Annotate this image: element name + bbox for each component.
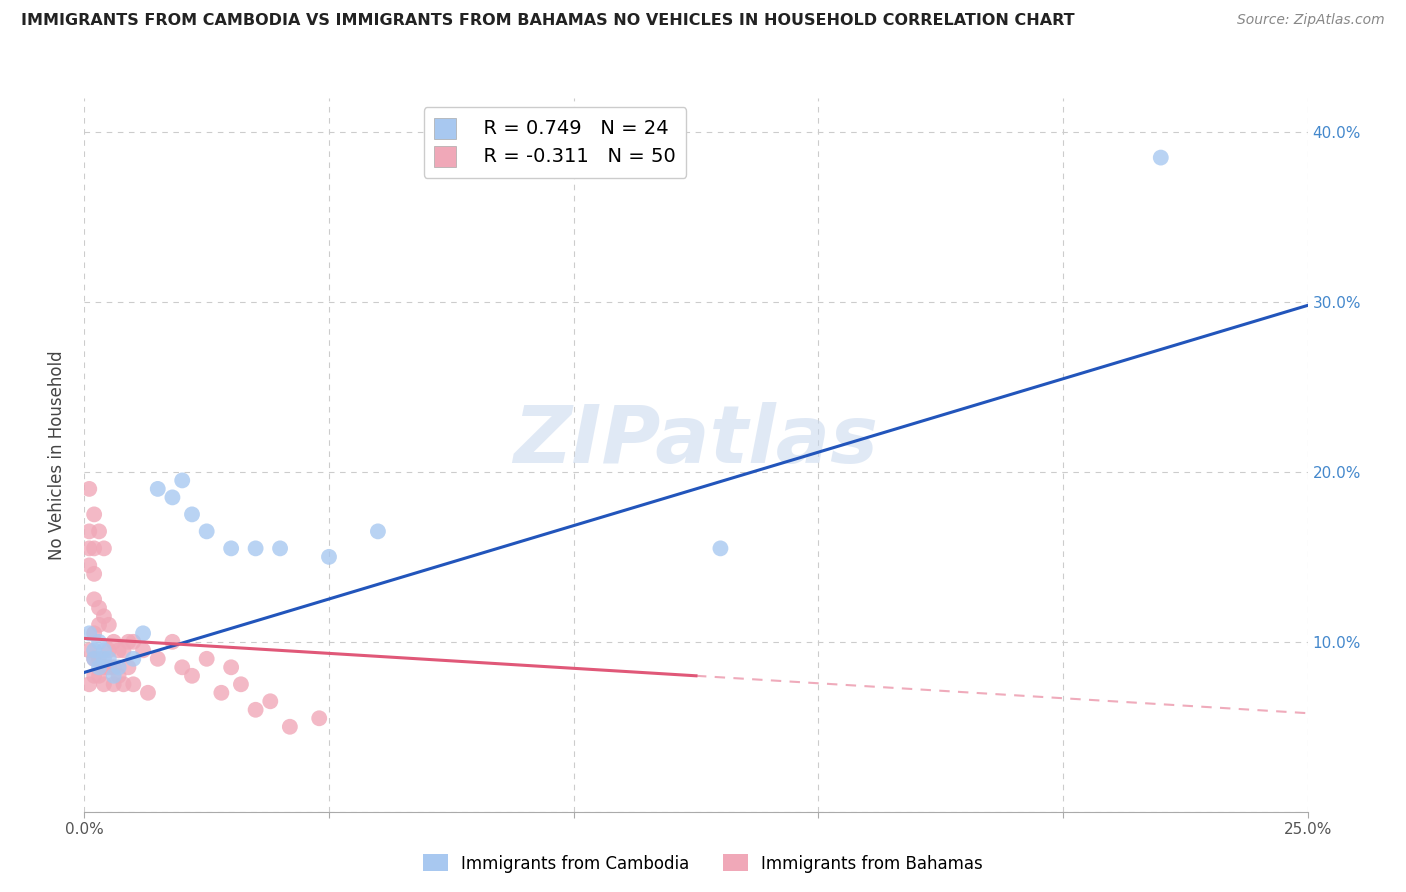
- Point: [93, 660, 115, 674]
- Point: [83, 508, 105, 522]
- Point: [245, 541, 267, 556]
- Point: [112, 643, 135, 657]
- Point: [107, 660, 129, 674]
- Legend:   R = 0.749   N = 24,   R = -0.311   N = 50: R = 0.749 N = 24, R = -0.311 N = 50: [423, 107, 686, 178]
- Point: [107, 669, 129, 683]
- Point: [77, 626, 100, 640]
- Point: [83, 566, 105, 581]
- Point: [93, 609, 115, 624]
- Point: [162, 635, 184, 649]
- Y-axis label: No Vehicles in Household: No Vehicles in Household: [48, 350, 66, 560]
- Point: [107, 643, 129, 657]
- Point: [97, 660, 120, 674]
- Point: [83, 541, 105, 556]
- Point: [93, 643, 115, 657]
- Point: [308, 711, 330, 725]
- Point: [77, 677, 100, 691]
- Point: [103, 660, 125, 674]
- Point: [87, 524, 110, 539]
- Point: [172, 660, 194, 674]
- Point: [117, 660, 139, 674]
- Point: [83, 592, 105, 607]
- Point: [181, 508, 204, 522]
- Text: IMMIGRANTS FROM CAMBODIA VS IMMIGRANTS FROM BAHAMAS NO VEHICLES IN HOUSEHOLD COR: IMMIGRANTS FROM CAMBODIA VS IMMIGRANTS F…: [21, 13, 1074, 29]
- Legend: Immigrants from Cambodia, Immigrants from Bahamas: Immigrants from Cambodia, Immigrants fro…: [416, 847, 990, 880]
- Point: [195, 524, 218, 539]
- Text: ZIPatlas: ZIPatlas: [513, 401, 879, 480]
- Point: [97, 643, 120, 657]
- Point: [209, 686, 232, 700]
- Point: [77, 524, 100, 539]
- Point: [97, 652, 120, 666]
- Point: [367, 524, 389, 539]
- Point: [77, 541, 100, 556]
- Point: [229, 677, 252, 691]
- Point: [93, 652, 115, 666]
- Point: [318, 549, 340, 564]
- Point: [83, 626, 105, 640]
- Point: [269, 541, 291, 556]
- Point: [83, 669, 105, 683]
- Point: [117, 635, 139, 649]
- Point: [162, 491, 184, 505]
- Point: [195, 652, 218, 666]
- Point: [181, 669, 204, 683]
- Point: [219, 541, 242, 556]
- Point: [97, 617, 120, 632]
- Point: [93, 541, 115, 556]
- Point: [132, 626, 155, 640]
- Point: [77, 558, 100, 573]
- Point: [278, 720, 301, 734]
- Point: [103, 677, 125, 691]
- Point: [77, 482, 100, 496]
- Point: [103, 635, 125, 649]
- Point: [132, 643, 155, 657]
- Point: [87, 635, 110, 649]
- Point: [87, 600, 110, 615]
- Point: [87, 652, 110, 666]
- Point: [87, 669, 110, 683]
- Point: [146, 652, 169, 666]
- Point: [172, 474, 194, 488]
- Point: [1150, 151, 1173, 165]
- Point: [87, 617, 110, 632]
- Point: [87, 660, 110, 674]
- Point: [122, 677, 145, 691]
- Point: [83, 652, 105, 666]
- Point: [112, 677, 135, 691]
- Point: [122, 635, 145, 649]
- Point: [136, 686, 159, 700]
- Point: [219, 660, 242, 674]
- Point: [259, 694, 281, 708]
- Point: [146, 482, 169, 496]
- Point: [245, 703, 267, 717]
- Point: [93, 677, 115, 691]
- Point: [83, 652, 105, 666]
- Point: [83, 643, 105, 657]
- Text: Source: ZipAtlas.com: Source: ZipAtlas.com: [1237, 13, 1385, 28]
- Point: [103, 669, 125, 683]
- Point: [77, 643, 100, 657]
- Point: [122, 652, 145, 666]
- Point: [709, 541, 731, 556]
